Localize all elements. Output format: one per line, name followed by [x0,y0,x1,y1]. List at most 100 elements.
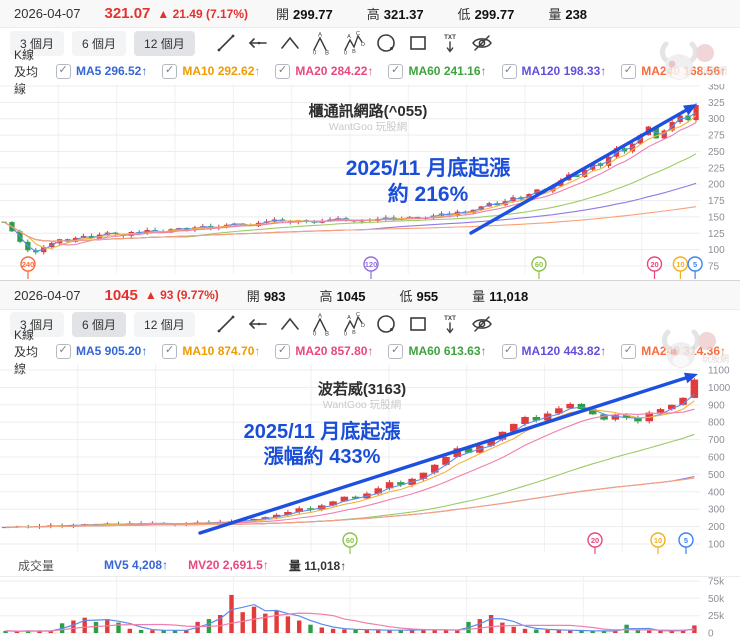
svg-text:300: 300 [708,505,725,516]
svg-text:200: 200 [708,180,725,191]
abc-pattern-tool-button[interactable]: A 0 B [309,30,336,56]
checkbox-checked-icon[interactable] [501,343,517,359]
checkbox-checked-icon[interactable] [162,343,178,359]
trend-line-tool-button[interactable] [213,311,240,337]
price-chart-top[interactable]: 75 100 125 150 175 200 225 250 275 300 325 350 240 12… [0,84,740,280]
svg-text:400: 400 [708,487,725,498]
checkbox-checked-icon[interactable] [621,343,637,359]
svg-text:500: 500 [708,470,725,481]
svg-text:350: 350 [708,84,725,93]
svg-text:0: 0 [313,51,317,56]
svg-text:20: 20 [591,536,599,545]
ma-toggle-ma10[interactable]: MA10 874.70↑ [162,343,260,359]
ma-toggle-ma60[interactable]: MA60 613.63↑ [388,343,487,359]
text-annotation-tool-button[interactable]: TXT [437,311,464,337]
price-chart-bottom[interactable]: 100 200 300 400 500 600 700 800 900 1000 1100 60 20 1… [0,364,740,554]
ma-toggle-ma120[interactable]: MA120 198.33↑ [501,63,606,79]
volume-chart[interactable]: 75k 50k 25k 0 [0,577,740,639]
quote-date: 2026-04-07 [14,287,81,303]
abcd-pattern-tool-button[interactable]: A B C D 0 [341,30,368,56]
ma-toggle-ma120[interactable]: MA120 443.82↑ [501,343,606,359]
ma-toggle-ma20[interactable]: MA20 284.22↑ [275,63,373,79]
range-button-3m[interactable]: 3 個月 [10,311,65,337]
ma-toggle-ma240[interactable]: MA240 314.36↑ [621,343,726,359]
svg-text:200: 200 [708,522,725,533]
volume-legend: 成交量 MV5 4,208↑ MV20 2,691.5↑ 量 11,018↑ [0,554,740,576]
svg-text:A: A [347,315,351,321]
ma-toggle-ma5[interactable]: MA5 296.52↑ [55,63,147,79]
ma-toggle-ma10[interactable]: MA10 292.62↑ [162,63,260,79]
ma-toggle-ma60[interactable]: MA60 241.16↑ [388,63,487,79]
toolbar-bottom: 3 個月 6 個月 12 個月 A 0 B A B C D 0 [0,310,740,338]
svg-text:1100: 1100 [708,366,730,377]
hide-drawings-tool-button[interactable] [469,311,496,337]
range-button-6m[interactable]: 6 個月 [72,30,127,56]
svg-text:100: 100 [708,540,725,551]
trend-line-tool-button[interactable] [213,30,240,56]
rectangle-tool-button[interactable] [405,311,432,337]
svg-text:C: C [356,31,360,37]
range-button-3m[interactable]: 3 個月 [10,30,65,56]
ma-toggle-ma20[interactable]: MA20 857.80↑ [275,343,373,359]
last-price: 1045 [104,286,138,304]
abcd-pattern-tool-button[interactable]: A B C D 0 [341,311,368,337]
volume-pane-title: 成交量 [18,558,55,573]
range-button-6m[interactable]: 6 個月 [72,311,127,337]
checkbox-checked-icon[interactable] [388,343,404,359]
svg-text:50k: 50k [708,594,725,605]
panel-top: 2026-04-07 321.07 ▲ 21.49 (7.17%) 開 299.7… [0,0,740,280]
checkbox-checked-icon[interactable] [388,63,404,79]
svg-text:100: 100 [708,245,725,256]
ma-legend-title: K線及均線 [14,327,39,376]
svg-text:0: 0 [344,332,347,337]
svg-text:TXT: TXT [444,34,456,41]
range-button-12m[interactable]: 12 個月 [134,311,195,337]
checkbox-checked-icon[interactable] [55,343,71,359]
ma-toggle-ma240[interactable]: MA240 168.56↑ [621,63,726,79]
ellipse-tool-button[interactable] [373,30,400,56]
svg-text:175: 175 [708,196,725,207]
checkbox-checked-icon[interactable] [621,63,637,79]
rectangle-tool-button[interactable] [405,30,432,56]
ma-toggle-ma5[interactable]: MA5 905.20↑ [55,343,147,359]
checkbox-checked-icon[interactable] [162,63,178,79]
svg-text:75k: 75k [708,577,725,588]
angle-tool-button[interactable] [277,30,304,56]
svg-text:275: 275 [708,131,725,142]
horizontal-line-tool-button[interactable] [245,30,272,56]
open-field: 開 299.77 [275,7,333,22]
checkbox-checked-icon[interactable] [275,63,291,79]
checkbox-checked-icon[interactable] [275,343,291,359]
open-value: 983 [263,288,286,304]
low-field: 低 299.77 [457,7,515,22]
low-value: 955 [416,288,439,304]
svg-text:325: 325 [708,98,725,109]
text-annotation-tool-button[interactable]: TXT [437,30,464,56]
open-field: 開 983 [246,288,286,304]
checkbox-checked-icon[interactable] [501,63,517,79]
high-field: 高 1045 [319,288,366,304]
angle-tool-button[interactable] [277,311,304,337]
range-button-12m[interactable]: 12 個月 [134,30,195,56]
svg-text:5: 5 [684,536,688,545]
volume-field: 量 11,018 [472,288,529,304]
checkbox-checked-icon[interactable] [55,63,71,79]
horizontal-line-tool-button[interactable] [245,311,272,337]
open-value: 299.77 [293,7,333,22]
ellipse-tool-button[interactable] [373,311,400,337]
volume-value: 11,018 [489,288,529,304]
low-field: 低 955 [399,288,439,304]
svg-text:300: 300 [708,114,725,125]
quote-date: 2026-04-07 [14,6,81,21]
drawing-tools: A 0 B A B C D 0 TXT [213,30,496,56]
volume-latest-value: 量 11,018↑ [288,558,347,573]
volume-chart-area: 75k 50k 25k 0 [0,576,740,639]
svg-text:20: 20 [650,260,658,269]
svg-text:C: C [356,312,360,318]
svg-text:0: 0 [344,51,347,56]
price-change: ▲ 93 (9.77%) [144,288,219,302]
volume-field: 量 238 [548,7,588,22]
volume-value: 238 [565,7,588,22]
abc-pattern-tool-button[interactable]: A 0 B [309,311,336,337]
hide-drawings-tool-button[interactable] [469,30,496,56]
